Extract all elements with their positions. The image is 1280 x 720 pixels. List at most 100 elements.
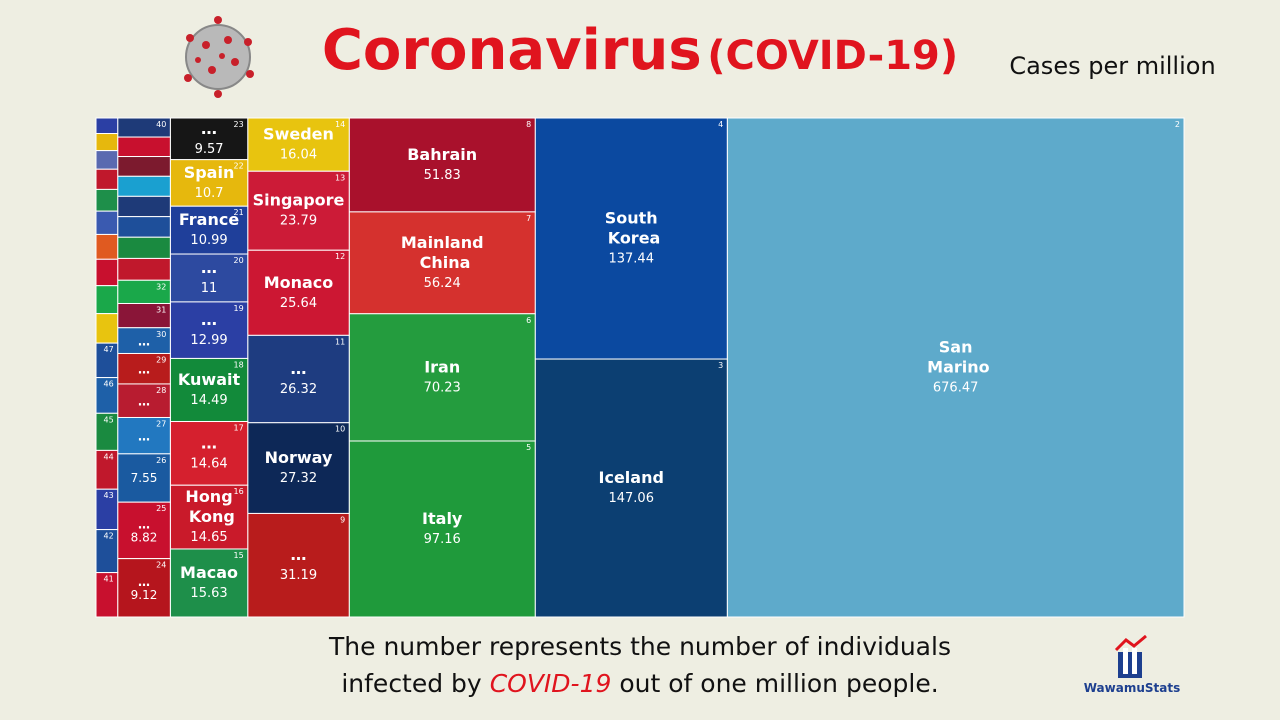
rank-label: 47 (104, 345, 114, 354)
rank-label: 22 (234, 162, 244, 171)
tile-label: … (138, 430, 150, 444)
rank-label: 41 (104, 575, 114, 584)
tile (534, 117, 728, 360)
rank-label: 13 (335, 173, 345, 182)
tile-value: 10.99 (190, 233, 227, 248)
tile-label: … (201, 258, 217, 277)
tile-value: 51.83 (424, 168, 461, 183)
tile (534, 358, 728, 618)
tile-value: 12.99 (190, 333, 227, 348)
rank-label: 31 (156, 305, 166, 314)
tile (117, 156, 171, 177)
tile-label: Iceland (599, 468, 664, 487)
rank-label: 5 (526, 443, 531, 452)
tile-value: 25.64 (280, 296, 317, 311)
tile-label: South Korea (602, 209, 660, 248)
logo (1114, 634, 1147, 678)
tile-label: Monaco (264, 273, 334, 292)
rank-label: 40 (156, 120, 166, 129)
rank-label: 8 (526, 120, 531, 129)
tile (247, 249, 350, 336)
tile (95, 168, 119, 190)
rank-label: 17 (234, 424, 244, 433)
tile (95, 210, 119, 235)
tile-label: Spain (184, 163, 235, 182)
tile (117, 416, 171, 455)
rank-label: 16 (234, 487, 244, 496)
tile-value: 147.06 (608, 491, 654, 506)
rank-label: 6 (526, 316, 531, 325)
tile-label: … (201, 433, 217, 452)
tile-label: … (138, 363, 150, 377)
rank-label: 10 (335, 425, 345, 434)
title-tag: (COVID-19) (707, 33, 959, 79)
tile-label: … (138, 335, 150, 349)
tile-label: Singapore (253, 191, 345, 210)
tile (95, 285, 119, 315)
tile (169, 253, 249, 303)
tile-value: 7.55 (131, 471, 158, 485)
caption-line: The number represents the number of indi… (329, 632, 951, 661)
rank-label: 4 (718, 120, 723, 129)
tile (95, 150, 119, 170)
tile-value: 14.64 (190, 456, 227, 471)
tile-value: 14.49 (190, 393, 227, 408)
caption-highlight: COVID-19 (489, 669, 612, 698)
tile (247, 422, 350, 514)
rank-label: 7 (526, 214, 531, 223)
rank-label: 20 (234, 256, 244, 265)
tile (169, 484, 249, 550)
rank-label: 30 (156, 330, 166, 339)
tile (95, 117, 119, 135)
tile-label: Norway (265, 448, 333, 467)
tile-label: Italy (422, 509, 463, 528)
tile-value: 11 (201, 281, 218, 296)
tile-label: Hong Kong (183, 487, 235, 526)
tile (117, 453, 171, 503)
tile (169, 117, 249, 161)
rank-label: 12 (335, 252, 345, 261)
tile-label: … (201, 119, 217, 138)
rank-label: 32 (156, 282, 166, 291)
rank-label: 25 (156, 504, 166, 513)
tile-value: 9.12 (131, 588, 158, 602)
rank-label: 19 (234, 304, 244, 313)
tile (169, 548, 249, 618)
tile-value: 70.23 (424, 380, 461, 395)
tile-value: 676.47 (933, 381, 979, 396)
tile (117, 257, 171, 281)
tile (117, 352, 171, 385)
rank-label: 2 (1175, 120, 1180, 129)
tile-label: Macao (180, 563, 238, 582)
tile-label: … (138, 517, 150, 531)
tile (726, 117, 1185, 618)
tile-label: … (138, 395, 150, 409)
tile (117, 175, 171, 197)
tile (247, 170, 350, 251)
rank-label: 27 (156, 419, 166, 428)
tile-value: 56.24 (424, 276, 461, 291)
rank-label: 45 (104, 415, 114, 424)
tile (95, 313, 119, 344)
tile (117, 195, 171, 218)
tile (117, 136, 171, 158)
tile-label: Iran (424, 357, 460, 376)
rank-label: 26 (156, 456, 166, 465)
tile-value: 97.16 (424, 532, 461, 547)
tile (95, 233, 119, 260)
tile-label: Bahrain (407, 145, 477, 164)
virus-icon (184, 16, 254, 98)
tile (348, 313, 536, 442)
rank-label: 44 (104, 452, 114, 461)
rank-label: 28 (156, 386, 166, 395)
tile (117, 236, 171, 259)
tile (117, 383, 171, 418)
tile-value: 8.82 (131, 530, 158, 544)
rank-label: 15 (234, 551, 244, 560)
rank-label: 46 (104, 380, 114, 389)
tile-label: … (290, 359, 306, 378)
tile-label: … (138, 575, 150, 589)
tile-value: 9.57 (195, 142, 224, 157)
tile-value: 15.63 (190, 586, 227, 601)
title-main: Coronavirus (321, 18, 702, 83)
